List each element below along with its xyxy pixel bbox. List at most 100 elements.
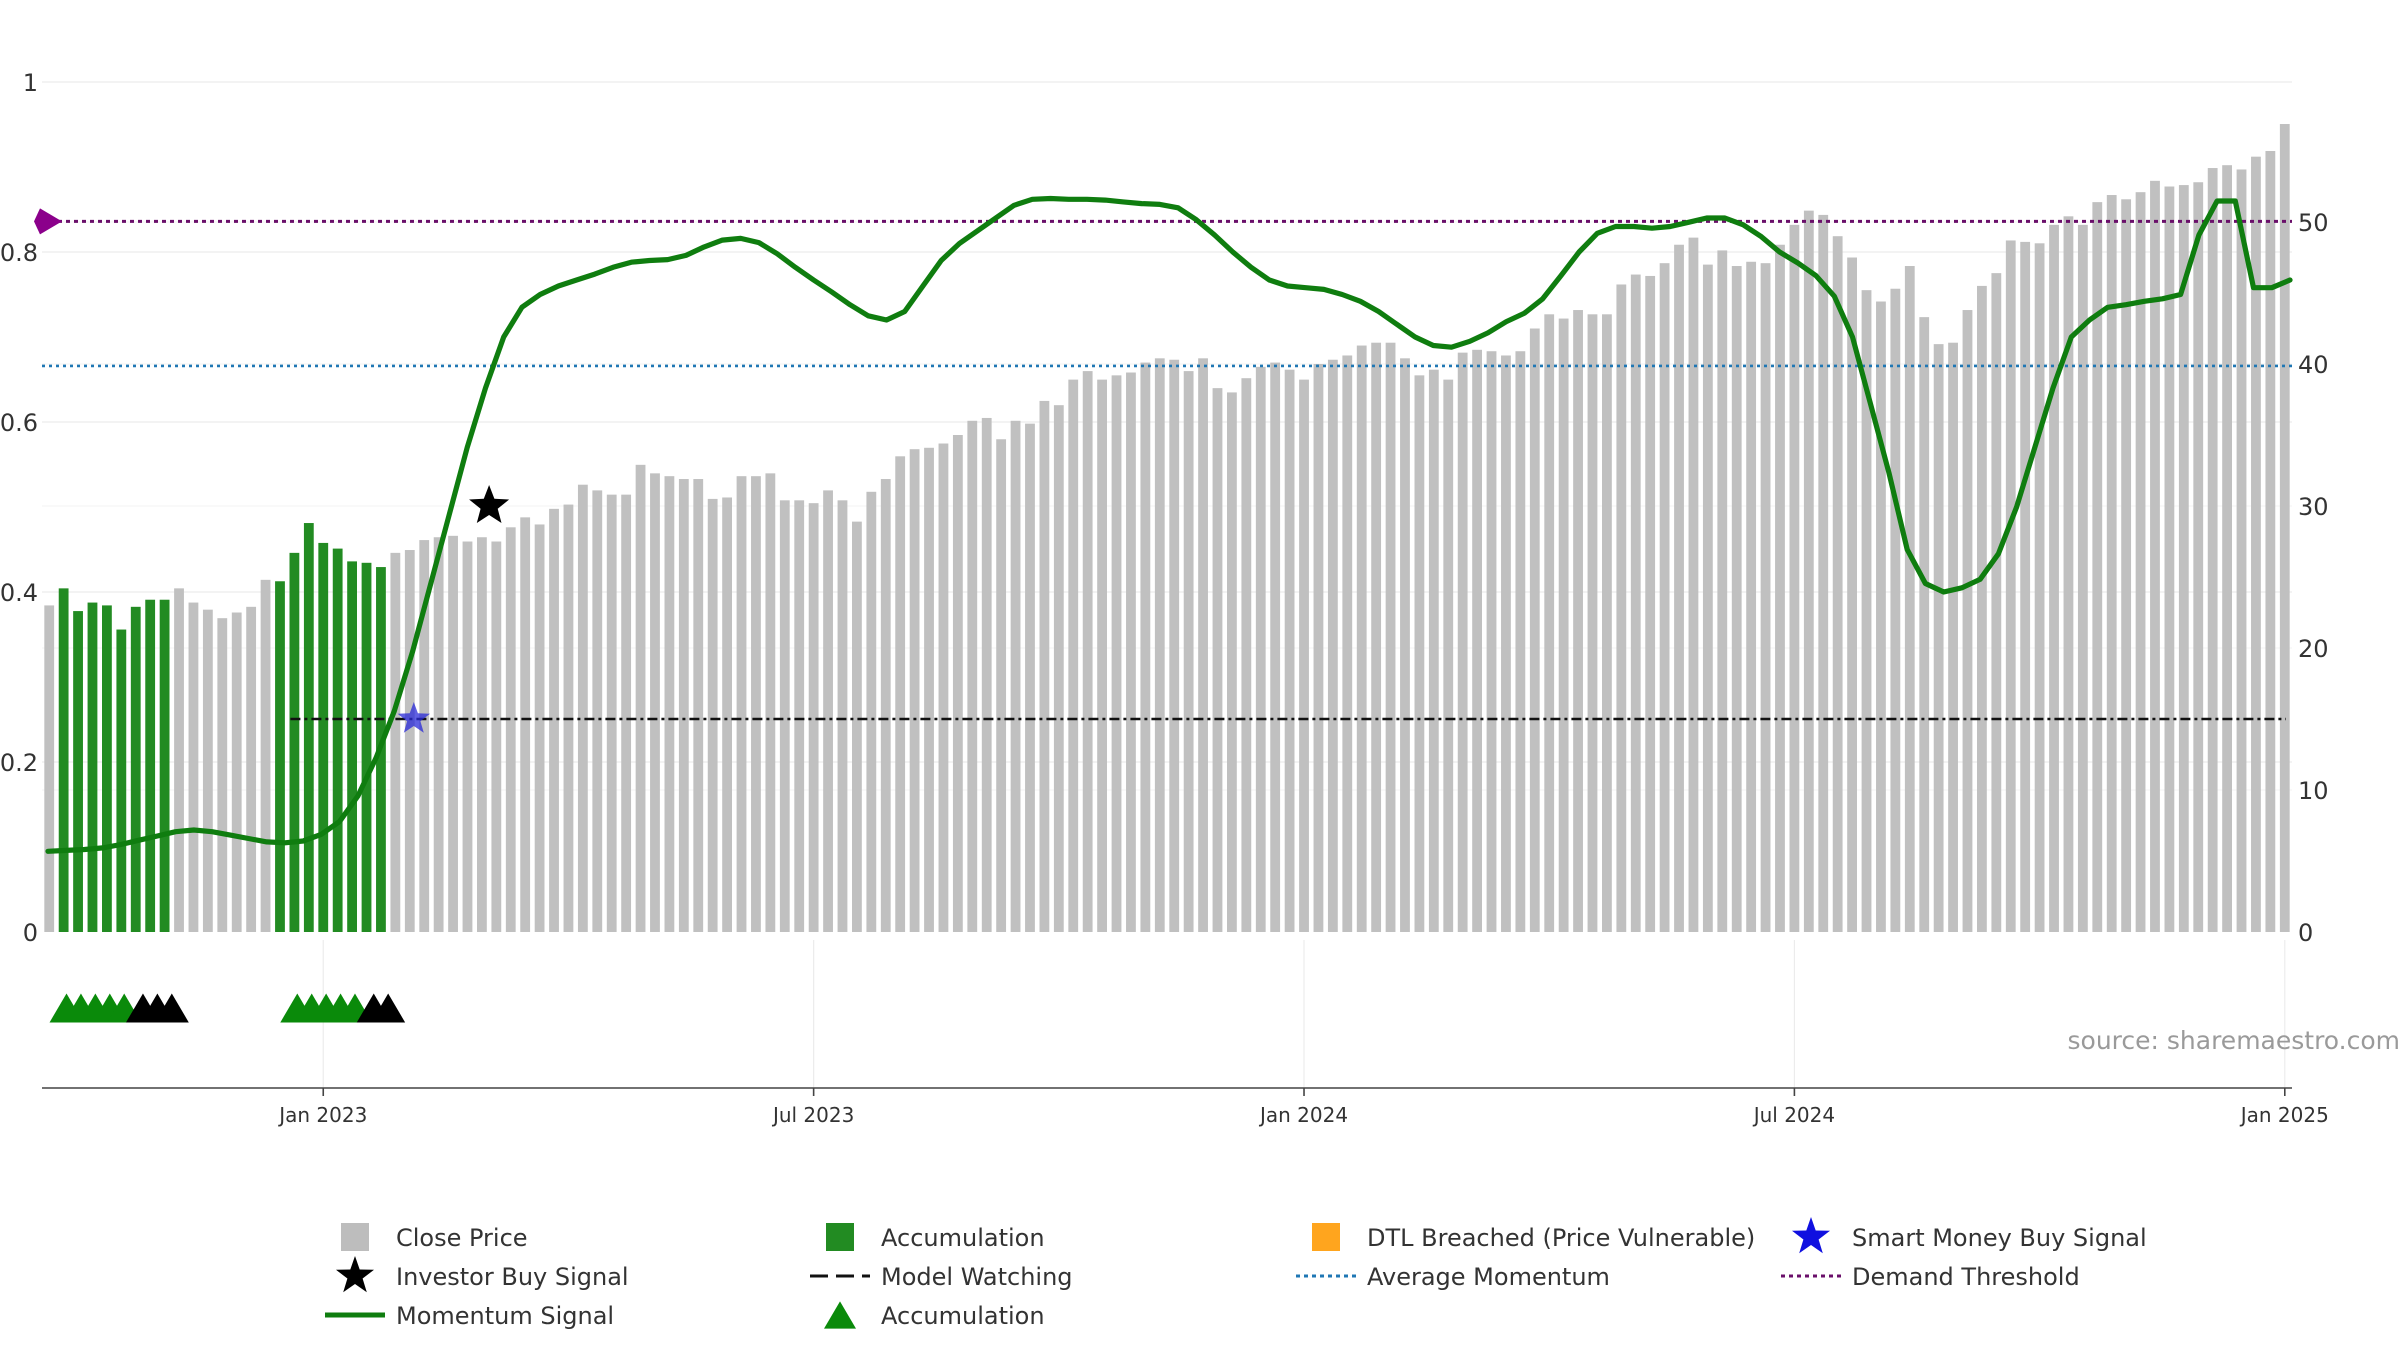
close-price-bar [635, 464, 646, 932]
close-price-bar [1183, 371, 1194, 933]
legend-label: Model Watching [881, 1263, 1073, 1291]
close-price-bar [2207, 168, 2218, 933]
close-price-bar [1587, 314, 1598, 932]
right-tick-label: 0 [2298, 919, 2313, 947]
close-price-bar [462, 541, 473, 932]
legend-square-icon [826, 1223, 854, 1251]
close-price-bar [2236, 169, 2247, 932]
close-price-bar [1702, 264, 1713, 933]
accumulation-bar [318, 542, 329, 932]
close-price-bar [1746, 261, 1757, 932]
close-price-bar [2005, 240, 2016, 932]
close-price-bar [2265, 151, 2276, 932]
close-price-bar [1573, 310, 1583, 932]
close-price-bar [852, 521, 862, 932]
close-price-bar [1919, 317, 1930, 932]
close-price-bar [477, 537, 487, 932]
close-price-bar [2092, 202, 2103, 932]
close-price-bar [1299, 379, 1309, 932]
close-price-bar [520, 517, 531, 932]
close-price-bar [2135, 192, 2146, 932]
close-price-bar [1270, 362, 1281, 933]
close-price-bar [1659, 263, 1670, 932]
left-tick-label: 0.2 [0, 749, 38, 777]
close-price-bar [2106, 195, 2117, 932]
x-tick-label: Jul 2023 [771, 1103, 854, 1127]
signal-markers [397, 485, 510, 733]
reference-lines [34, 208, 2292, 721]
close-price-bar [736, 476, 747, 932]
legend-item: Investor Buy Signal [336, 1256, 629, 1293]
close-price-bar [1169, 359, 1180, 932]
close-price-bar [1198, 358, 1208, 932]
legend-item: Model Watching [810, 1263, 1073, 1291]
close-price-bar [1443, 379, 1454, 932]
close-price-bar [2121, 199, 2132, 932]
close-price-bar [217, 618, 228, 932]
close-price-bar [779, 500, 790, 932]
right-tick-label: 20 [2298, 635, 2329, 663]
close-price-bar [2150, 180, 2160, 932]
close-price-bar [2020, 241, 2031, 932]
demand-threshold-marker [34, 208, 62, 235]
legend-item: Smart Money Buy Signal [1792, 1217, 2147, 1254]
close-price-bar [44, 605, 55, 932]
close-price-bar [1760, 263, 1771, 932]
close-price-bar [534, 524, 545, 932]
close-price-bar [174, 588, 184, 932]
close-price-bar [2049, 224, 2059, 933]
accumulation-bar [303, 523, 314, 932]
legend-item: DTL Breached (Price Vulnerable) [1312, 1223, 1755, 1252]
close-price-bar [1342, 355, 1353, 933]
accumulation-triangle-black [154, 993, 189, 1023]
close-price-bar [794, 500, 805, 932]
close-price-bar [1731, 266, 1742, 932]
close-price-bar [650, 473, 660, 932]
close-price-bar [231, 612, 242, 932]
legend-label: Investor Buy Signal [396, 1263, 629, 1291]
close-price-bar [909, 449, 920, 932]
close-price-bar [1053, 405, 1064, 932]
investor-buy-signal-star [469, 485, 510, 523]
close-price-bar [1818, 214, 1829, 932]
close-price-bar [1544, 314, 1555, 932]
legend-label: Accumulation [881, 1302, 1045, 1330]
close-price-bar [1501, 355, 1511, 933]
legend-square-icon [341, 1223, 369, 1251]
legend-item: Momentum Signal [325, 1302, 614, 1330]
close-price-bar [1472, 349, 1482, 932]
close-price-bar [2164, 186, 2175, 932]
close-price-bar [505, 527, 516, 932]
left-tick-label: 0.8 [0, 239, 38, 267]
close-price-bar [707, 498, 718, 932]
close-price-bar [606, 494, 617, 932]
close-price-bar [419, 540, 430, 932]
close-price-bar [549, 508, 559, 932]
legend-label: Demand Threshold [1852, 1263, 2080, 1291]
close-price-bar [952, 435, 963, 932]
close-price-bar [1515, 351, 1526, 933]
close-price-bar [693, 479, 704, 932]
close-price-bar [1356, 345, 1367, 932]
legend-item: Demand Threshold [1781, 1263, 2080, 1291]
close-price-bar [592, 490, 603, 932]
right-tick-label: 40 [2298, 351, 2329, 379]
close-price-bar [1385, 342, 1396, 932]
close-price-bar [246, 606, 257, 932]
close-price-bar [1327, 359, 1338, 932]
close-price-bar [967, 420, 978, 932]
accumulation-bar [58, 588, 69, 932]
legend-square-icon [1312, 1223, 1340, 1251]
accumulation-bar [332, 548, 343, 932]
axes: Jan 2023 Jul 2023 Jan 2024 Jul 2024 Jan 2025… [0, 69, 2329, 1127]
close-price-bar [1991, 273, 2002, 932]
close-price-bar [664, 476, 675, 932]
left-tick-label: 0 [23, 919, 38, 947]
accumulation-bar [130, 606, 141, 932]
close-price-bar [621, 494, 632, 932]
close-price-bar [1111, 375, 1122, 932]
legend-star-icon [1792, 1217, 1830, 1254]
accumulation-bar [159, 599, 170, 932]
close-price-bar [895, 456, 906, 932]
